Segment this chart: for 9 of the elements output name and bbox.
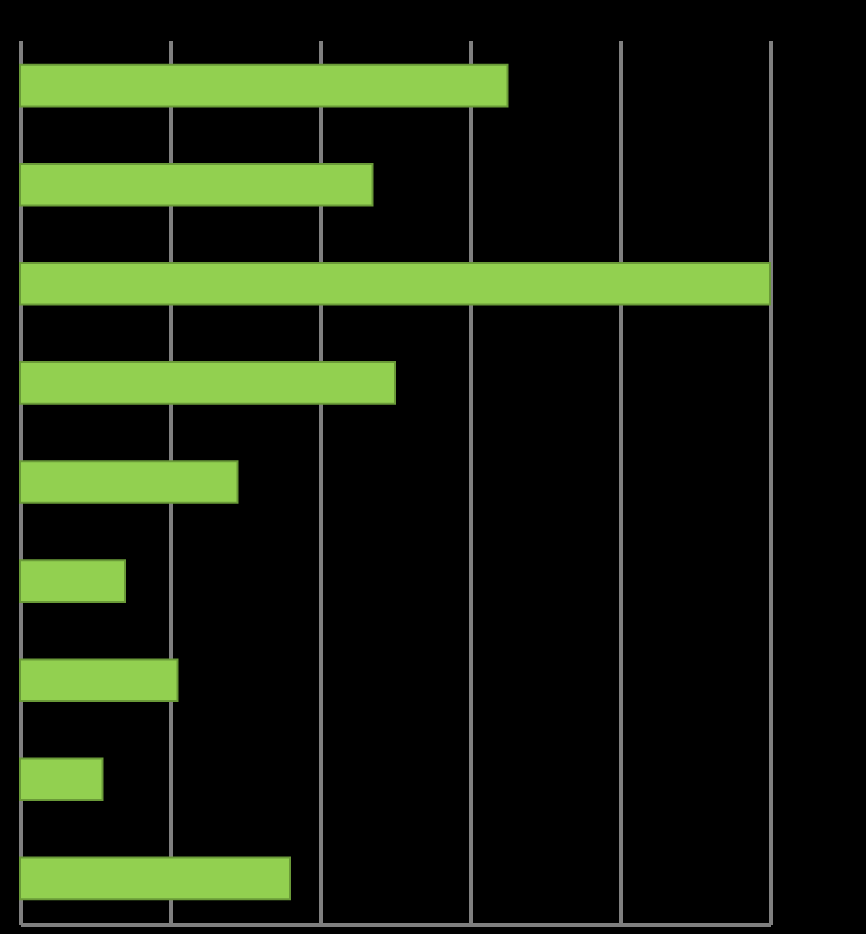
bar xyxy=(19,658,179,703)
bar xyxy=(19,757,104,802)
bar xyxy=(19,162,374,207)
bar xyxy=(19,261,771,306)
bar xyxy=(19,460,239,504)
bar xyxy=(19,63,509,108)
bar xyxy=(19,361,396,405)
bar xyxy=(19,559,126,603)
bar xyxy=(19,856,291,901)
